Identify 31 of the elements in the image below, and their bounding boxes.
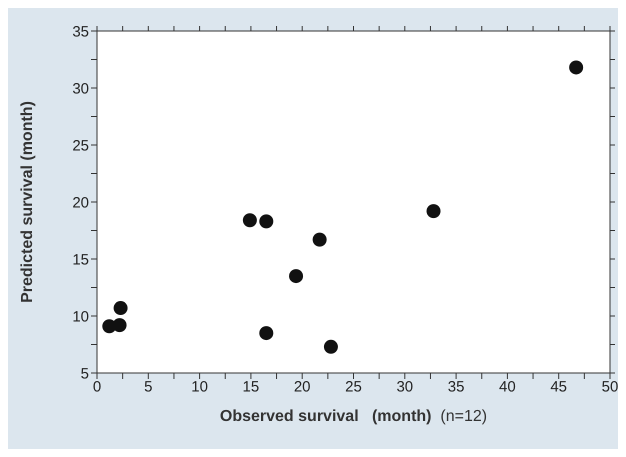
y-tick-label: 5 <box>80 365 89 382</box>
x-tick-label: 30 <box>396 378 414 396</box>
point <box>426 204 441 218</box>
y-tick-label: 20 <box>72 194 89 212</box>
x-tick-label: 50 <box>602 378 618 396</box>
x-tick-label: 20 <box>294 378 311 396</box>
y-tick-label: 25 <box>72 137 89 154</box>
point <box>289 269 304 284</box>
x-axis-title: Observed survival (month) <box>220 408 432 425</box>
point <box>114 301 128 316</box>
y-tick-label: 10 <box>72 308 89 326</box>
point <box>259 326 274 340</box>
point <box>242 213 257 228</box>
point <box>312 232 327 247</box>
point <box>259 214 274 228</box>
y-tick-label: 35 <box>72 23 89 40</box>
x-tick-label: 40 <box>499 378 516 396</box>
x-tick-label: 5 <box>144 378 152 396</box>
x-tick-label: 0 <box>92 378 102 396</box>
x-tick-label: 10 <box>191 378 208 396</box>
point <box>569 60 584 74</box>
x-tick-label: 45 <box>550 378 568 396</box>
text: (n=12) <box>439 408 488 425</box>
y-tick-label: 15 <box>72 251 89 268</box>
y-axis-title: Predicted survival (month) <box>19 100 37 302</box>
point <box>324 340 338 354</box>
x-tick-label: 35 <box>448 378 464 396</box>
x-tick-label: 25 <box>345 378 362 396</box>
y-tick-label: 30 <box>72 80 89 98</box>
point <box>112 318 127 332</box>
x-tick-label: 15 <box>242 378 260 396</box>
